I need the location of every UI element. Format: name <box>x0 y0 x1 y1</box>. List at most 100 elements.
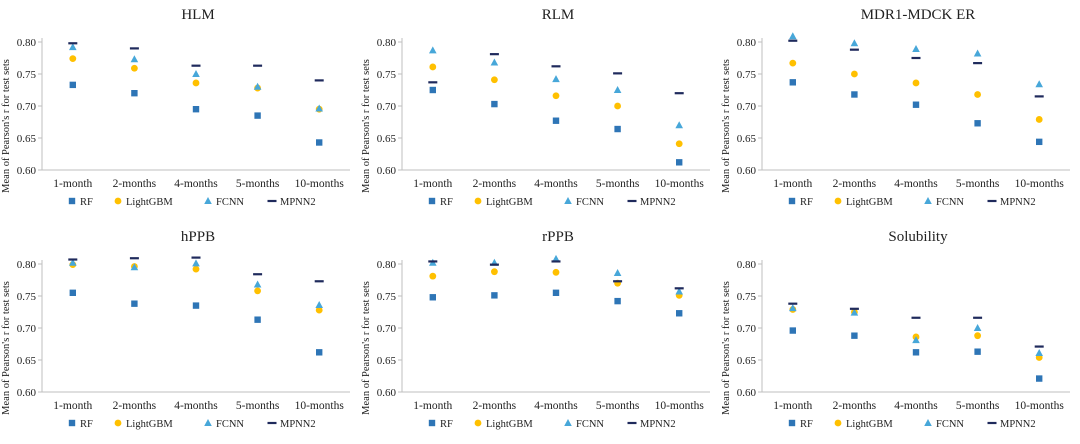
legend-label-lightgbm: LightGBM <box>126 197 173 208</box>
chart-title: MDR1-MDCK ER <box>861 7 976 23</box>
point-fcnn <box>675 287 683 295</box>
point-rf <box>789 327 796 334</box>
legend: RF LightGBM FCNN MPNN2 <box>428 419 676 430</box>
legend-marker-mpnn2 <box>987 199 997 203</box>
series-fcnn <box>69 258 323 308</box>
y-tick-label: 0.65 <box>17 133 37 145</box>
chart-title: RLM <box>542 7 575 23</box>
y-tick-label: 0.80 <box>377 37 397 49</box>
legend-marker-fcnn <box>564 419 572 426</box>
y-tick-label: 0.80 <box>737 259 757 271</box>
point-fcnn <box>850 308 859 316</box>
chart-panel-rppb: rPPB Mean of Pearson's r for test sets 0.6… <box>360 222 720 444</box>
point-fcnn <box>192 70 200 77</box>
x-tick-label: 4-months <box>534 178 578 190</box>
legend-marker-fcnn <box>204 197 212 204</box>
legend-label-rf: RF <box>800 197 813 208</box>
point-lightgbm <box>789 59 797 67</box>
series-lightgbm <box>69 55 323 113</box>
y-tick-label: 0.60 <box>737 387 757 399</box>
point-rf <box>192 302 200 309</box>
chart-panel-mdr1-mdck-er: MDR1-MDCK ER Mean of Pearson's r for test… <box>720 0 1080 222</box>
x-tick-label: 4-months <box>174 178 218 190</box>
x-tick-label: 5-months <box>596 400 640 412</box>
point-fcnn <box>253 82 262 90</box>
point-lightgbm <box>851 70 858 78</box>
series-rf <box>429 289 683 317</box>
point-lightgbm <box>552 268 560 276</box>
legend-label-fcnn: FCNN <box>576 419 604 430</box>
point-fcnn <box>789 32 797 40</box>
point-fcnn <box>675 121 683 129</box>
legend-label-fcnn: FCNN <box>936 197 964 208</box>
chart-title: rPPB <box>542 229 574 245</box>
chart-title: hPPB <box>181 229 215 245</box>
point-fcnn <box>1035 80 1043 88</box>
x-tick-label: 5-months <box>236 178 280 190</box>
point-lightgbm <box>912 79 920 87</box>
point-mpnn2 <box>674 92 684 95</box>
legend-label-rf: RF <box>440 197 453 208</box>
point-mpnn2 <box>428 260 438 263</box>
x-tick-label: 1-month <box>53 400 92 412</box>
point-fcnn <box>789 304 797 312</box>
y-tick-label: 0.75 <box>377 69 397 81</box>
point-rf <box>429 294 436 301</box>
point-rf <box>851 91 858 98</box>
y-axis-label: Mean of Pearson's r for test sets <box>721 281 732 415</box>
x-tick-label: 5-months <box>596 178 640 190</box>
legend-label-rf: RF <box>800 419 813 430</box>
point-lightgbm <box>254 287 261 295</box>
point-mpnn2 <box>489 263 499 266</box>
point-lightgbm <box>491 268 498 276</box>
point-mpnn2 <box>191 256 201 259</box>
x-tick-label: 10-months <box>1015 178 1065 190</box>
legend-label-mpnn2: MPNN2 <box>280 197 316 208</box>
x-tick-label: 10-months <box>295 178 345 190</box>
y-tick-label: 0.80 <box>737 37 757 49</box>
chart-panel-solubility: Solubility Mean of Pearson's r for test s… <box>720 222 1080 444</box>
point-fcnn <box>850 39 859 47</box>
series-lightgbm <box>789 59 1043 123</box>
point-fcnn <box>69 258 77 266</box>
x-tick-label: 2-months <box>473 400 517 412</box>
chart-svg: RLM Mean of Pearson's r for test sets 0.60… <box>361 7 710 208</box>
chart-panel-hlm: HLM Mean of Pearson's r for test sets 0.60… <box>0 0 360 222</box>
point-rf <box>316 139 323 146</box>
series-mpnn2 <box>788 39 1044 98</box>
point-rf <box>974 120 981 127</box>
chart-panel-hppb: hPPB Mean of Pearson's r for test sets 0.6… <box>0 222 360 444</box>
x-tick-label: 2-months <box>113 400 157 412</box>
point-mpnn2 <box>551 65 561 68</box>
x-tick-label: 1-month <box>773 400 812 412</box>
legend-marker-mpnn2 <box>627 199 637 203</box>
legend-label-mpnn2: MPNN2 <box>640 419 676 430</box>
legend: RF LightGBM FCNN MPNN2 <box>788 197 1036 208</box>
legend-marker-rf <box>428 419 436 427</box>
y-tick-label: 0.75 <box>17 69 37 81</box>
x-tick-label: 10-months <box>295 400 345 412</box>
y-tick-label: 0.70 <box>737 101 757 113</box>
point-lightgbm <box>429 63 437 71</box>
point-mpnn2 <box>191 64 201 67</box>
point-mpnn2 <box>788 302 798 305</box>
point-fcnn <box>253 280 262 288</box>
point-rf <box>552 117 560 124</box>
x-tick-label: 4-months <box>174 400 218 412</box>
point-lightgbm <box>614 102 621 110</box>
legend-marker-lightgbm <box>474 419 482 427</box>
legend-marker-lightgbm <box>114 197 122 205</box>
point-lightgbm <box>974 332 981 340</box>
point-mpnn2 <box>911 56 921 60</box>
legend-label-lightgbm: LightGBM <box>486 197 533 208</box>
legend-marker-mpnn2 <box>987 421 997 425</box>
legend-label-lightgbm: LightGBM <box>846 197 893 208</box>
legend-marker-rf <box>788 197 796 205</box>
y-tick-label: 0.70 <box>17 323 37 335</box>
legend-marker-rf <box>428 197 436 205</box>
point-fcnn <box>315 104 323 112</box>
point-rf <box>254 316 261 323</box>
y-tick-label: 0.75 <box>377 291 397 303</box>
point-fcnn <box>552 254 560 262</box>
